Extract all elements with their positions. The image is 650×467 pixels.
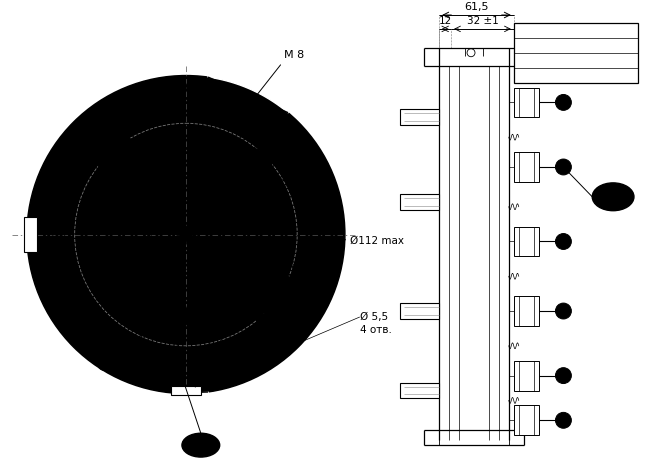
Circle shape bbox=[254, 272, 297, 316]
Text: 61,5: 61,5 bbox=[464, 2, 489, 12]
Circle shape bbox=[180, 228, 192, 241]
Ellipse shape bbox=[592, 183, 634, 211]
Bar bbox=[514, 361, 539, 390]
Bar bbox=[171, 386, 201, 396]
Circle shape bbox=[226, 106, 250, 129]
Bar bbox=[400, 382, 439, 398]
Text: B+: B+ bbox=[603, 190, 624, 203]
Circle shape bbox=[229, 148, 272, 192]
Bar bbox=[400, 109, 439, 125]
Bar bbox=[514, 87, 539, 117]
Circle shape bbox=[556, 159, 571, 175]
Ellipse shape bbox=[182, 433, 220, 457]
Circle shape bbox=[96, 135, 140, 179]
Bar bbox=[514, 405, 539, 435]
Bar bbox=[514, 296, 539, 326]
Text: Ø28: Ø28 bbox=[248, 290, 270, 312]
Text: М 8: М 8 bbox=[284, 50, 304, 60]
Circle shape bbox=[138, 166, 148, 176]
Circle shape bbox=[556, 94, 571, 110]
Circle shape bbox=[257, 313, 266, 323]
Text: 32 ±1: 32 ±1 bbox=[467, 16, 499, 26]
Bar bbox=[514, 152, 539, 182]
Bar bbox=[400, 303, 439, 319]
Bar bbox=[400, 194, 439, 210]
Text: Ø 5,5: Ø 5,5 bbox=[359, 312, 388, 322]
Circle shape bbox=[556, 234, 571, 249]
Polygon shape bbox=[208, 67, 294, 113]
Circle shape bbox=[27, 76, 345, 394]
Polygon shape bbox=[171, 392, 209, 403]
Circle shape bbox=[556, 368, 571, 383]
Bar bbox=[514, 23, 638, 83]
Circle shape bbox=[144, 294, 188, 338]
Circle shape bbox=[556, 303, 571, 319]
Text: W: W bbox=[194, 439, 207, 452]
Circle shape bbox=[272, 156, 281, 165]
Circle shape bbox=[137, 325, 147, 335]
Bar bbox=[24, 217, 37, 253]
Text: 12: 12 bbox=[439, 16, 452, 26]
Text: 4 отв.: 4 отв. bbox=[359, 325, 392, 335]
Circle shape bbox=[556, 412, 571, 428]
Text: Ø112 max: Ø112 max bbox=[350, 235, 404, 246]
Bar bbox=[514, 226, 539, 256]
